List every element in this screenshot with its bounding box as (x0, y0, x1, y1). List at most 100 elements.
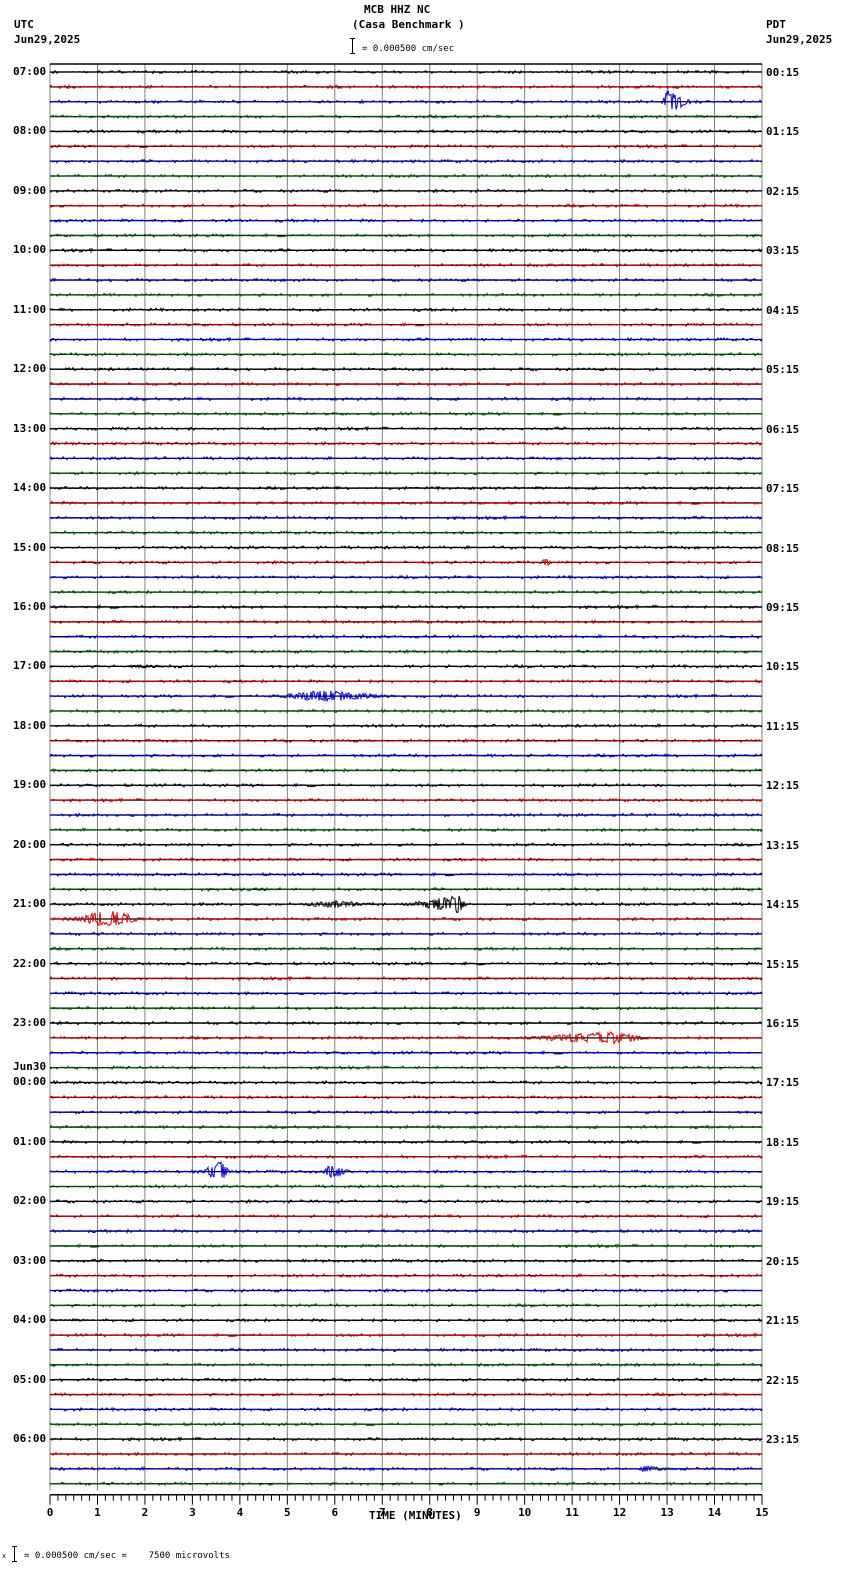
utc-time-label: 07:00 (13, 65, 47, 78)
trace-row (49, 574, 763, 581)
utc-time-label: 23:00 (13, 1016, 47, 1030)
x-tick-label: 9 (473, 1505, 481, 1519)
trace-row (49, 1406, 763, 1413)
right-timezone: PDT (766, 18, 786, 31)
trace-row (50, 1347, 763, 1353)
trace-row (49, 1005, 763, 1011)
x-tick-label: 7 (378, 1505, 386, 1519)
trace-row (49, 485, 763, 491)
trace-row (49, 911, 763, 927)
trace-row (49, 604, 763, 610)
trace-row (49, 895, 763, 914)
x-tick-label: 8 (426, 1505, 434, 1519)
trace-row (49, 708, 763, 714)
trace-row (50, 291, 763, 298)
trace-row (49, 143, 762, 150)
utc-time-label: 21:00 (13, 897, 47, 911)
trace-row (49, 1049, 762, 1056)
utc-time-label: 03:00 (13, 1253, 47, 1267)
trace-row (49, 633, 762, 640)
utc-time-label: 18:00 (13, 718, 47, 732)
trace-row (49, 425, 763, 432)
pdt-time-label: 11:15 (766, 719, 800, 733)
utc-time-label: 13:00 (13, 421, 47, 435)
pdt-time-label: 14:15 (766, 898, 800, 912)
trace-row (49, 886, 763, 893)
utc-time-label: 22:00 (13, 956, 47, 970)
pdt-time-label: 17:15 (766, 1076, 800, 1090)
pdt-time-label: 02:15 (766, 184, 800, 198)
trace-row (49, 232, 763, 239)
trace-row (49, 306, 763, 313)
trace-row (49, 470, 763, 476)
trace-row (50, 1109, 763, 1115)
trace-row (49, 366, 763, 372)
x-tick-label: 2 (141, 1505, 149, 1519)
trace-row (49, 797, 763, 804)
station-title: MCB HHZ NC (364, 3, 431, 16)
pdt-time-label: 20:15 (766, 1254, 800, 1268)
right-date: Jun29,2025 (766, 33, 833, 46)
utc-time-label: 10:00 (13, 243, 47, 257)
scale-bar-icon (350, 38, 355, 54)
trace-row (49, 678, 763, 685)
pdt-time-label: 06:15 (766, 422, 800, 436)
trace-row (49, 351, 763, 357)
seismogram-plot (49, 63, 763, 1505)
trace-row (49, 321, 763, 328)
x-tick-label: 12 (613, 1505, 627, 1519)
trace-row (50, 262, 763, 268)
trace-row (49, 395, 763, 402)
trace-row (49, 1391, 762, 1398)
trace-row (49, 247, 763, 254)
trace-row (49, 500, 762, 506)
utc-time-label: 11:00 (13, 302, 47, 316)
trace-row (49, 1258, 763, 1264)
utc-time-label: 15:00 (13, 540, 47, 554)
trace-row (49, 440, 762, 447)
trace-row (49, 128, 762, 135)
trace-row (49, 1139, 763, 1145)
x-tick-label: 3 (189, 1505, 196, 1519)
trace-row (49, 648, 763, 655)
trace-row (49, 1161, 762, 1179)
trace-row (49, 690, 763, 702)
trace-row (50, 1272, 762, 1279)
trace-row (49, 1481, 763, 1487)
trace-row (49, 217, 763, 224)
trace-row (50, 1451, 762, 1457)
trace-row (49, 1213, 763, 1220)
utc-time-label: 06:00 (13, 1432, 47, 1446)
trace-row (49, 1124, 763, 1130)
x-tick-label: 0 (46, 1505, 54, 1519)
footer-scale-bar-icon (12, 1546, 17, 1562)
pdt-time-label: 08:15 (766, 541, 800, 555)
utc-time-label: 09:00 (13, 183, 47, 197)
trace-row (49, 619, 763, 625)
trace-row (49, 1436, 763, 1443)
utc-time-label: 12:00 (13, 362, 47, 376)
pdt-time-label: 05:15 (766, 363, 800, 377)
trace-row (49, 1465, 763, 1473)
trace-row (49, 1228, 763, 1234)
pdt-time-label: 21:15 (766, 1314, 800, 1328)
trace-row (50, 514, 763, 521)
trace-row (50, 1198, 763, 1204)
pdt-time-label: 04:15 (766, 303, 800, 317)
utc-time-label: 08:00 (13, 124, 47, 138)
trace-row (49, 202, 763, 209)
utc-time-label: 19:00 (13, 778, 47, 792)
pdt-time-label: 22:15 (766, 1373, 800, 1387)
utc-time-label: 02:00 (13, 1194, 47, 1208)
x-axis-label: TIME (MINUTES) (369, 1509, 462, 1522)
trace-row (49, 1243, 763, 1249)
pdt-time-label: 13:15 (766, 838, 800, 852)
trace-row (49, 381, 763, 387)
trace-row (49, 1421, 763, 1427)
trace-row (50, 827, 763, 833)
trace-row (49, 1287, 763, 1294)
trace-row (50, 738, 763, 744)
footer-prefix: x (2, 1552, 7, 1560)
trace-row (50, 544, 763, 551)
x-tick-label: 5 (284, 1505, 291, 1519)
